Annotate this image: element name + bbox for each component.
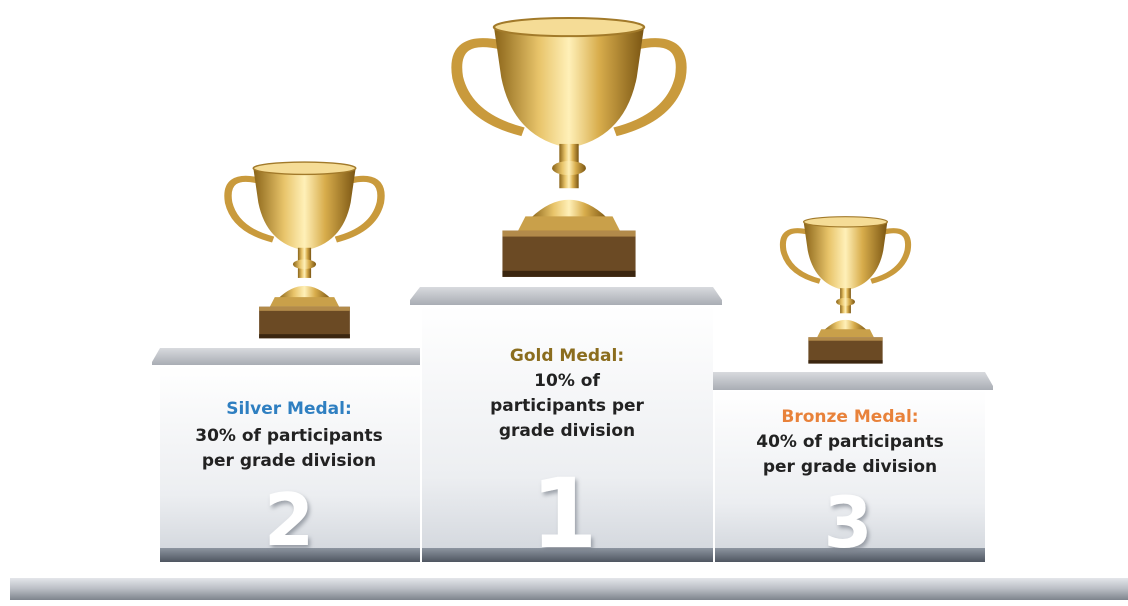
medal-text: 30% of participants (195, 426, 382, 446)
slab (410, 287, 722, 305)
medal-text: participants per (490, 396, 644, 416)
bronze-trophy (783, 217, 908, 364)
rank-number: 2 (264, 478, 314, 562)
medal-text: per grade division (202, 451, 376, 471)
rank-number: 3 (824, 482, 873, 564)
medal-title: Gold Medal: (510, 346, 624, 366)
medal-text: grade division (499, 421, 635, 441)
rank-number: 1 (531, 458, 598, 570)
silver-trophy (228, 162, 381, 338)
slab (712, 372, 993, 390)
podium-infographic: Silver Medal: 30% of participants per gr… (0, 0, 1128, 606)
slab (152, 348, 420, 365)
medal-text: per grade division (763, 457, 937, 477)
stage-floor (10, 578, 1128, 600)
medal-title: Silver Medal: (226, 399, 352, 419)
medal-text: 10% of (534, 371, 600, 391)
medal-text: 40% of participants (756, 432, 943, 452)
gold-trophy (457, 18, 681, 277)
medal-title: Bronze Medal: (781, 407, 918, 427)
